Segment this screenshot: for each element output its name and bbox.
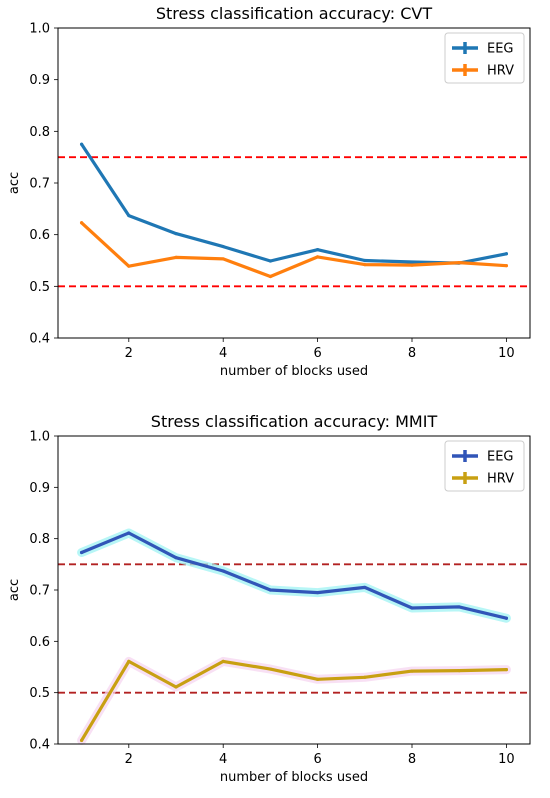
series-line-eeg — [79, 142, 508, 265]
y-tick-label: 0.6 — [29, 635, 50, 650]
series-line-hrv — [79, 221, 508, 279]
data-point-eeg — [80, 550, 84, 555]
y-tick-label: 0.8 — [29, 532, 50, 547]
data-point-eeg — [221, 569, 225, 573]
series-line-eeg — [79, 531, 508, 620]
chart-panel-1: Stress classification accuracy: CVT 0.4 0.… — [7, 4, 531, 379]
data-point-hrv — [363, 675, 367, 679]
x-tick-label: 6 — [313, 752, 321, 767]
x-axis-label: number of blocks used — [220, 770, 368, 785]
data-point-hrv — [80, 221, 84, 225]
x-tick-label: 4 — [219, 346, 227, 361]
chart-title: Stress classification accuracy: MMIT — [151, 412, 438, 431]
plot-frame — [57, 435, 531, 745]
chart-panel-2: Stress classification accuracy: MMIT 0.4 0… — [7, 412, 531, 785]
data-point-eeg — [504, 616, 508, 620]
data-point-hrv — [504, 264, 508, 268]
data-point-hrv — [80, 738, 84, 743]
y-tick-label: 0.4 — [29, 738, 50, 753]
data-point-eeg — [410, 260, 414, 264]
data-point-hrv — [457, 668, 461, 673]
chart-title: Stress classification accuracy: CVT — [156, 4, 432, 23]
data-point-eeg — [363, 258, 367, 263]
data-point-eeg — [363, 585, 367, 590]
data-point-eeg — [174, 556, 178, 560]
y-axis-label: acc — [7, 172, 22, 194]
y-tick-label: 0.9 — [29, 481, 50, 496]
y-axis-label: acc — [7, 579, 22, 601]
plot-frame — [57, 27, 531, 339]
series-line-hrv — [79, 659, 508, 743]
data-point-hrv — [457, 260, 461, 265]
data-point-eeg — [268, 259, 272, 263]
y-tick-label: 0.7 — [29, 584, 50, 599]
legend: EEG HRV — [444, 32, 525, 84]
data-point-eeg — [316, 590, 320, 595]
data-point-hrv — [410, 263, 414, 267]
y-tick-label: 1.0 — [29, 22, 50, 37]
legend-label-hrv: HRV — [487, 472, 514, 487]
y-tick-label: 0.6 — [29, 228, 50, 243]
y-tick-label: 0.7 — [29, 177, 50, 192]
x-tick-label: 2 — [125, 346, 133, 361]
data-point-eeg — [80, 142, 84, 146]
legend-label-eeg: EEG — [487, 450, 514, 465]
y-tick-label: 0.5 — [29, 280, 50, 295]
data-point-eeg — [504, 252, 508, 256]
data-point-eeg — [268, 588, 272, 592]
data-point-hrv — [316, 677, 320, 681]
y-tick-label: 0.5 — [29, 686, 50, 701]
data-point-hrv — [221, 659, 225, 663]
data-point-eeg — [410, 606, 414, 610]
data-point-hrv — [268, 667, 272, 671]
data-point-hrv — [268, 274, 272, 279]
data-point-eeg — [221, 244, 225, 249]
y-tick-label: 1.0 — [29, 430, 50, 445]
y-tick-label: 0.8 — [29, 125, 50, 140]
legend-label-eeg: EEG — [487, 42, 514, 57]
x-axis-label: number of blocks used — [220, 364, 368, 379]
legend: EEG HRV — [444, 440, 525, 492]
y-tick-label: 0.4 — [29, 332, 50, 347]
legend-label-hrv: HRV — [487, 64, 514, 79]
data-point-eeg — [127, 531, 131, 535]
x-tick-label: 10 — [498, 346, 515, 361]
data-point-eeg — [316, 248, 320, 252]
y-tick-label: 0.9 — [29, 73, 50, 88]
data-point-hrv — [221, 257, 225, 261]
x-tick-label: 2 — [125, 752, 133, 767]
x-tick-label: 6 — [313, 346, 321, 361]
x-tick-label: 10 — [498, 752, 515, 767]
data-point-hrv — [174, 685, 178, 689]
data-point-eeg — [174, 232, 178, 236]
data-point-hrv — [363, 263, 367, 267]
series-band-eeg — [77, 528, 511, 623]
x-tick-label: 8 — [408, 346, 416, 361]
data-point-hrv — [174, 255, 178, 259]
data-point-hrv — [127, 659, 131, 663]
data-point-hrv — [504, 667, 508, 672]
data-point-hrv — [127, 264, 131, 268]
data-point-hrv — [316, 255, 320, 259]
x-tick-label: 4 — [219, 752, 227, 767]
data-point-eeg — [127, 213, 131, 218]
data-point-eeg — [457, 605, 461, 609]
x-tick-label: 8 — [408, 752, 416, 767]
data-point-hrv — [410, 669, 414, 673]
